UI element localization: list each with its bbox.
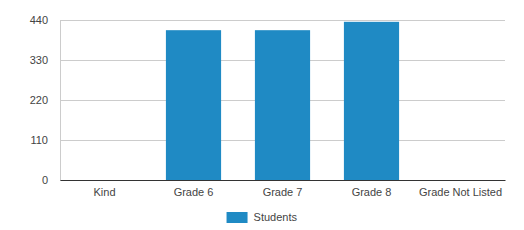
x-tick-label: Grade 6: [174, 186, 214, 198]
chart: 0 110 220 330 440 Kind Grade 6 Grade 7 Grade 8 Gr…: [0, 0, 524, 230]
grid-line: [60, 20, 505, 21]
y-tick-label: 220: [30, 94, 48, 106]
bar: [77, 180, 132, 181]
x-axis-line: [61, 180, 506, 181]
x-tick: Kind: [93, 180, 115, 198]
y-axis: 0 110 220 330 440: [30, 14, 61, 186]
x-tick: Grade Not Listed: [419, 180, 502, 198]
x-axis: Kind Grade 6 Grade 7 Grade 8 Grade Not Liste…: [61, 180, 506, 198]
y-tick: 440: [30, 14, 60, 26]
x-tick: Grade 6: [174, 180, 214, 198]
legend: Students: [227, 211, 298, 223]
x-tick-label: Grade 8: [352, 186, 392, 198]
y-tick-label: 0: [42, 174, 48, 186]
y-tick: 110: [30, 134, 60, 146]
plot: 0 110 220 330 440 Kind Grade 6 Grade 7 Grade 8 Gr…: [30, 14, 506, 198]
y-tick-label: 330: [30, 54, 48, 66]
x-tick: Grade 8: [352, 180, 392, 198]
x-tick: Grade 7: [263, 180, 303, 198]
x-tick-label: Grade 7: [263, 186, 303, 198]
bar: [344, 22, 399, 180]
y-tick: 0: [42, 174, 60, 186]
legend-label: Students: [254, 211, 298, 223]
y-tick: 220: [30, 94, 60, 106]
y-axis-line: [60, 21, 61, 181]
y-tick: 330: [30, 54, 60, 66]
y-tick-label: 440: [30, 14, 48, 26]
grid: [60, 20, 505, 180]
bar: [433, 180, 488, 181]
x-tick-label: Kind: [93, 186, 115, 198]
bar: [166, 30, 221, 180]
legend-swatch: [227, 212, 248, 223]
bars: [166, 22, 399, 180]
y-tick-label: 110: [30, 134, 48, 146]
bar: [255, 30, 310, 180]
x-tick-label: Grade Not Listed: [419, 186, 502, 198]
legend-item: Students: [227, 211, 298, 223]
